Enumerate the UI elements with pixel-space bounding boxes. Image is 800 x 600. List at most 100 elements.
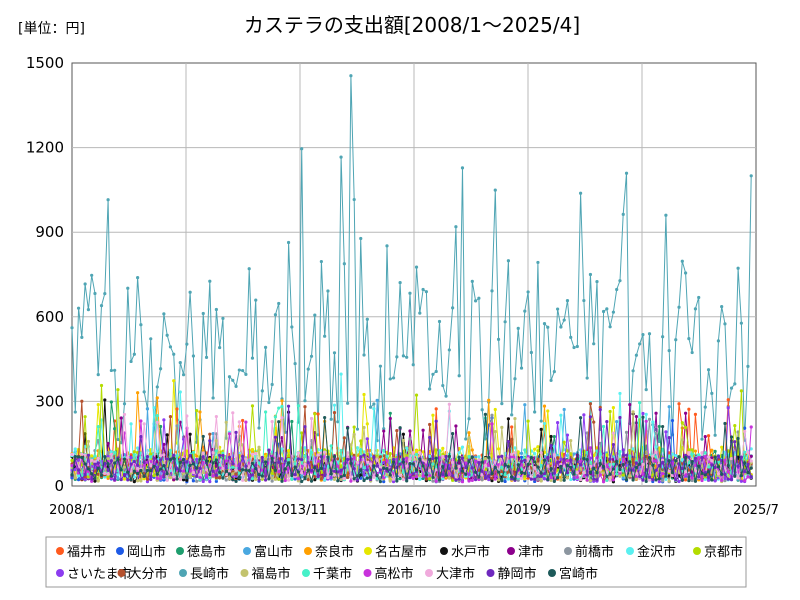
- series-point: [539, 474, 543, 479]
- series-point: [706, 455, 711, 459]
- legend-label: 名古屋市: [375, 544, 427, 560]
- series-point: [739, 455, 743, 459]
- series-point: [250, 356, 255, 360]
- legend-marker: [176, 547, 184, 555]
- series-point: [473, 460, 478, 464]
- series-point: [122, 402, 127, 406]
- series-point: [569, 439, 573, 443]
- series-point: [132, 469, 136, 473]
- series-point: [552, 453, 556, 457]
- series-point: [204, 468, 209, 472]
- series-point: [726, 398, 730, 402]
- series-point: [644, 479, 648, 484]
- series-point: [713, 455, 717, 459]
- series-point: [464, 472, 468, 476]
- series-point: [254, 451, 258, 456]
- series-point: [611, 452, 616, 456]
- series-point: [332, 469, 337, 473]
- series-point: [368, 475, 373, 479]
- series-point: [726, 463, 730, 468]
- series-point: [80, 452, 84, 456]
- x-tick-label: 2013/11: [273, 503, 327, 518]
- series-point: [631, 457, 635, 461]
- series-point: [500, 465, 504, 469]
- series-point: [145, 477, 150, 481]
- series-point: [631, 410, 635, 414]
- series-point: [175, 467, 179, 471]
- legend-marker: [304, 547, 312, 555]
- series-point: [611, 431, 616, 435]
- series-point: [208, 432, 212, 436]
- series-point: [693, 456, 698, 460]
- series-point: [70, 464, 74, 468]
- series-point: [109, 400, 113, 404]
- series-point: [565, 298, 570, 303]
- series-point: [329, 476, 333, 480]
- legend-marker: [507, 547, 515, 555]
- series-point: [355, 427, 360, 431]
- series-point: [237, 471, 241, 475]
- series-point: [300, 471, 304, 475]
- series-point: [454, 478, 458, 482]
- series-point: [313, 412, 317, 416]
- series-point: [405, 464, 409, 468]
- series-point: [296, 404, 301, 408]
- series-point: [483, 412, 488, 416]
- legend-marker: [425, 569, 433, 577]
- series-point: [365, 317, 369, 321]
- legend-marker: [626, 547, 634, 555]
- series-point: [421, 474, 425, 478]
- series-point: [257, 445, 261, 449]
- series-point: [86, 467, 91, 471]
- series-point: [670, 452, 675, 456]
- series-point: [743, 429, 747, 434]
- series-point: [398, 280, 402, 285]
- series-point: [319, 466, 323, 470]
- series-point: [454, 466, 458, 470]
- series-point: [93, 462, 97, 466]
- series-point: [201, 479, 205, 484]
- series-point: [510, 475, 514, 479]
- series-point: [687, 407, 691, 411]
- series-point: [638, 342, 642, 346]
- series-point: [605, 419, 609, 424]
- series-point: [674, 453, 678, 458]
- series-point: [391, 460, 396, 464]
- series-point: [437, 478, 442, 482]
- series-point: [661, 335, 665, 339]
- series-point: [595, 471, 599, 475]
- series-point: [490, 479, 494, 483]
- series-point: [142, 474, 146, 478]
- series-point: [382, 429, 386, 433]
- series-point: [549, 478, 553, 482]
- series-point: [736, 476, 740, 480]
- series-point: [355, 446, 360, 450]
- y-tick-label: 1500: [26, 54, 64, 72]
- series-point: [529, 466, 533, 470]
- series-point: [687, 455, 691, 459]
- series-point: [496, 470, 501, 474]
- series-point: [588, 272, 593, 277]
- series-point: [211, 474, 215, 478]
- series-point: [290, 477, 294, 481]
- series-point: [536, 465, 540, 469]
- series-point: [638, 474, 642, 479]
- series-point: [523, 458, 527, 462]
- series-point: [615, 287, 619, 292]
- series-point: [651, 420, 655, 424]
- series-point: [631, 478, 635, 482]
- series-point: [542, 421, 547, 426]
- series-point: [234, 468, 238, 472]
- series-point: [270, 476, 274, 480]
- series-point: [332, 411, 337, 415]
- series-point: [661, 479, 665, 483]
- series-point: [280, 447, 284, 451]
- series-point: [385, 472, 389, 477]
- series-point: [214, 473, 218, 477]
- series-point: [195, 474, 199, 478]
- series-point: [608, 409, 612, 414]
- series-point: [713, 479, 717, 483]
- series-point: [178, 460, 182, 465]
- series-point: [385, 459, 389, 463]
- series-point: [572, 345, 576, 350]
